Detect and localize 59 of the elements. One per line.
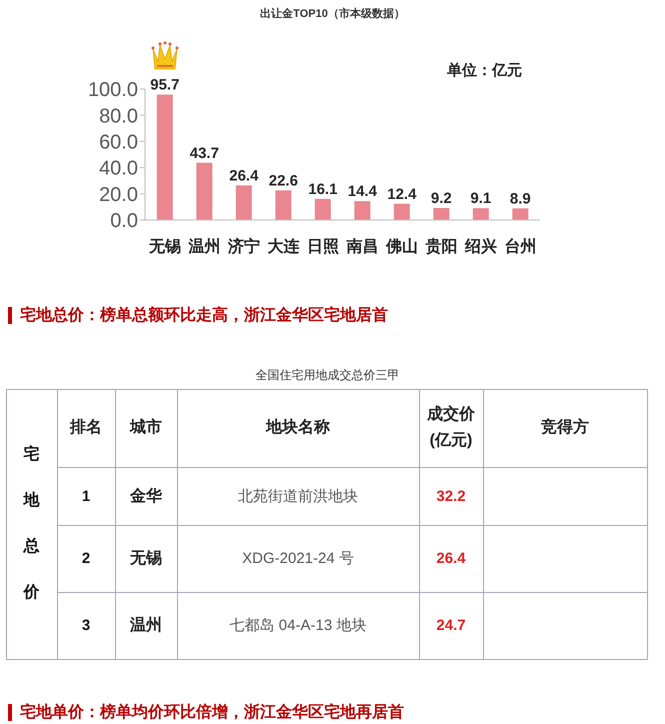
text: 26.4 (436, 550, 466, 567)
text: 无锡 (130, 549, 162, 569)
text: 2 (82, 550, 90, 567)
text: 金华 (130, 486, 162, 506)
bar (433, 208, 450, 220)
x-tick-label: 贵阳 (424, 237, 458, 256)
text: 单位：亿元 (447, 61, 522, 80)
bar (196, 162, 212, 220)
text: 宅地总价：榜单总额环比走高，浙江金华区宅地居首 (20, 305, 388, 326)
text: 北苑街道前洪地块 (238, 486, 358, 506)
text: 宅地总价 (24, 446, 40, 601)
bar (156, 94, 173, 220)
data-label: 16.1 (308, 180, 338, 198)
x-tick-label: 温州 (187, 237, 220, 256)
x-tick-label: 绍兴 (464, 237, 497, 256)
x-tick-label: 济宁 (226, 236, 260, 256)
x-tick-label: 大连 (267, 237, 300, 256)
x-tick-label: 日照 (306, 237, 339, 256)
bar (275, 190, 292, 220)
x-tick-label: 台州 (504, 237, 536, 256)
y-tick-label: 20.0 (99, 184, 138, 206)
text: 地块名称 (266, 418, 330, 438)
text: 七都岛 04-A-13 地块 (230, 616, 366, 635)
text: 竞得方 (541, 417, 589, 438)
text: 3 (82, 617, 90, 634)
x-tick-label: 南昌 (345, 237, 378, 256)
bar (472, 208, 489, 220)
text: 宅地单价：榜单均价环比倍增，浙江金华区宅地再居首 (20, 702, 404, 723)
data-label: 9.1 (470, 190, 492, 208)
text: 温州 (130, 616, 162, 636)
text: 排名 (70, 418, 102, 438)
y-tick-label: 100.0 (88, 79, 138, 102)
chart-title: 出让金TOP10（市本级数据） (259, 6, 406, 21)
data-label: 14.4 (348, 183, 378, 200)
y-tick-label: 0.0 (110, 210, 138, 232)
data-label: 12.4 (387, 186, 418, 203)
text: 32.2 (436, 488, 466, 504)
data-label: 9.2 (430, 190, 452, 207)
x-tick-label: 佛山 (384, 237, 418, 256)
bar (512, 208, 528, 220)
text: 24.7 (436, 617, 466, 634)
text: 1 (82, 488, 90, 504)
text: 全国住宅用地成交总价三甲 (254, 367, 400, 384)
text: 城市 (130, 417, 162, 438)
bar (314, 198, 331, 220)
data-label: 26.4 (229, 167, 260, 184)
text: 成交价(亿元) (426, 404, 476, 451)
data-label: 8.9 (510, 190, 531, 208)
y-tick-label: 60.0 (99, 132, 138, 154)
y-tick-label: 80.0 (99, 105, 138, 128)
data-label: 95.7 (150, 76, 180, 94)
x-tick-label: 无锡 (148, 237, 181, 256)
data-label: 43.7 (190, 144, 219, 162)
data-label: 22.6 (268, 172, 298, 190)
bar (354, 201, 370, 220)
bar (236, 185, 252, 220)
y-tick-label: 40.0 (99, 158, 138, 180)
text: XDG-2021-24 号 (242, 549, 354, 568)
bar (394, 204, 410, 220)
